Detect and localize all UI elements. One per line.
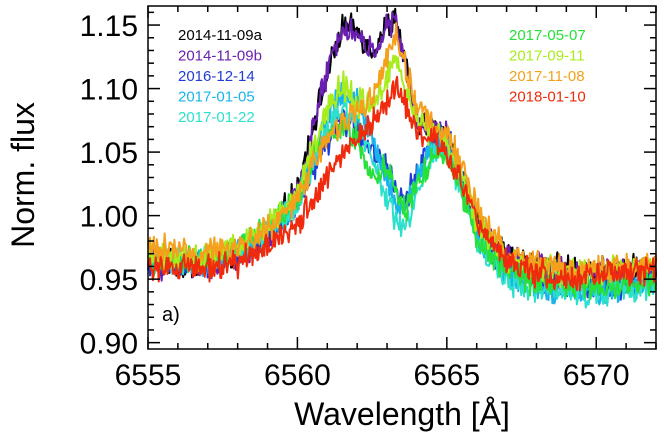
tick-layer: 6555 6560 6565 6570 0.90 0.95 1.00 1.05 1.10 1.15: [80, 6, 657, 392]
y-tick-label: 1.15: [80, 10, 138, 43]
x-tick-label: 6565: [413, 359, 480, 392]
x-tick-label: 6560: [264, 359, 331, 392]
legend-entry: 2018-01-10: [509, 89, 586, 106]
legend-entry: 2016-12-14: [178, 68, 255, 85]
series-line-2017-11-08: [147, 22, 657, 285]
x-tick-label: 6555: [115, 359, 182, 392]
legend-entry: 2017-01-22: [178, 109, 255, 126]
legend-entry: 2017-11-08: [509, 68, 585, 85]
y-axis-label: Norm. flux: [5, 102, 41, 248]
panel-label: a): [162, 304, 180, 326]
legend-entry: 2014-11-09a: [178, 27, 263, 44]
y-tick-label: 1.00: [80, 201, 138, 234]
y-tick-label: 0.90: [80, 328, 138, 361]
x-tick-label: 6570: [563, 359, 630, 392]
legend-entry: 2017-01-05: [178, 89, 255, 106]
y-tick-label: 1.10: [80, 74, 138, 107]
y-tick-label: 0.95: [80, 264, 138, 297]
legend-entry: 2017-09-11: [509, 48, 585, 65]
legend-entry: 2017-05-07: [509, 27, 586, 44]
legend: 2014-11-09a 2014-11-09b 2016-12-14 2017-01-…: [178, 27, 586, 126]
x-axis-label: Wavelength [Å]: [294, 396, 510, 432]
y-tick-label: 1.05: [80, 137, 138, 170]
legend-entry: 2014-11-09b: [178, 48, 262, 65]
series-line-2018-01-10: [147, 75, 657, 292]
series-layer: [147, 7, 657, 309]
